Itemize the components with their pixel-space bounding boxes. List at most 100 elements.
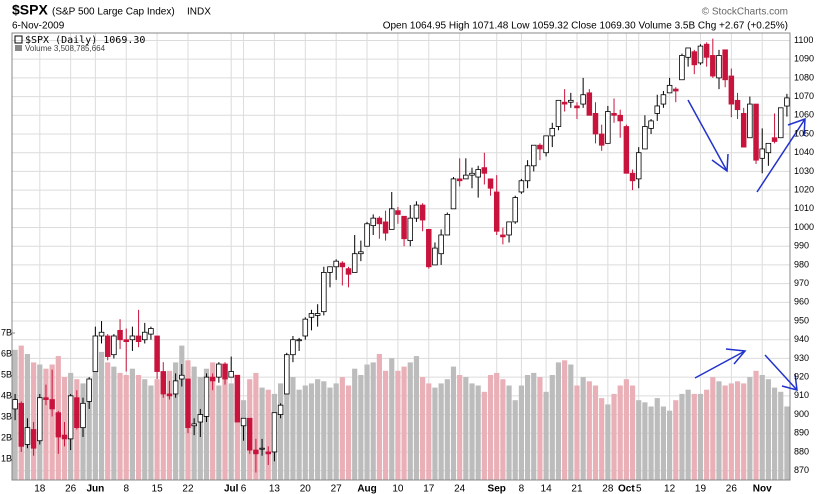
volume-bar — [407, 362, 413, 480]
x-tick-label: 22 — [182, 484, 194, 494]
volume-bar — [358, 375, 364, 480]
volume-bar — [148, 385, 154, 480]
volume-bar — [234, 387, 240, 480]
legend-volume: Volume 3,508,785,664 — [25, 44, 106, 53]
volume-bar — [382, 370, 389, 480]
y-tick-label: 990 — [794, 241, 809, 251]
candle-body — [209, 376, 216, 382]
candle-body — [160, 371, 167, 395]
volume-bar — [592, 385, 599, 480]
candle-body — [240, 417, 247, 427]
candle-body — [660, 94, 667, 105]
volume-bar — [123, 375, 129, 480]
candle-body — [104, 335, 111, 357]
legend-price: $SPX (Daily) 1069.30 — [25, 35, 145, 46]
x-tick-label: 6 — [241, 484, 247, 494]
volume-bar — [74, 379, 80, 480]
candle-body — [679, 55, 685, 81]
candle-body — [506, 221, 512, 236]
index-name: (S&P 500 Large Cap Index) — [52, 7, 175, 18]
x-tick-label: Nov — [753, 484, 772, 494]
candle-body — [228, 371, 234, 378]
candle-body — [697, 45, 704, 64]
volume-bar — [765, 379, 771, 480]
candle-body — [740, 113, 747, 148]
volume-bar — [98, 351, 105, 480]
volume-bar — [117, 372, 123, 480]
candle-body — [759, 148, 765, 159]
y-tick-label: 950 — [794, 315, 809, 325]
candle-body — [524, 165, 531, 182]
volume-bar — [636, 400, 642, 480]
candle-body — [685, 47, 691, 58]
candle-body — [271, 412, 278, 453]
volume-bar — [259, 387, 265, 480]
volume-bar — [265, 389, 271, 480]
candle-body — [80, 402, 86, 429]
x-tick-label: Aug — [357, 484, 376, 494]
volume-bar — [111, 366, 117, 480]
legend-icon — [14, 35, 23, 44]
candle-body — [351, 253, 358, 273]
volume-bar — [401, 366, 407, 480]
volume-bar — [339, 377, 345, 480]
x-tick-label: 24 — [454, 484, 466, 494]
plot — [12, 33, 790, 480]
x-tick-label: Sep — [488, 484, 506, 494]
x-tick-label: 26 — [65, 484, 77, 494]
candle-body — [716, 55, 722, 79]
volume-bar — [315, 379, 321, 480]
candle-body — [623, 126, 630, 174]
candle-body — [265, 451, 271, 455]
candle-body — [203, 376, 210, 417]
volume-bar — [166, 370, 173, 480]
volume-bar — [321, 381, 327, 480]
volume-bar — [216, 385, 222, 480]
volume-bar — [734, 381, 741, 480]
x-tick-label: 13 — [269, 484, 281, 494]
volume-bar — [389, 358, 395, 480]
candle-body — [592, 113, 599, 135]
x-tick-label: 21 — [571, 484, 583, 494]
volume-bar — [562, 360, 568, 480]
x-tick-label: 19 — [695, 484, 707, 494]
volume-bar — [296, 389, 302, 480]
y-tick-label: 900 — [794, 409, 809, 419]
candle-body — [777, 107, 784, 139]
candle-body — [469, 172, 475, 176]
candle-body — [753, 103, 759, 161]
candle-body — [710, 55, 716, 77]
candle-body — [277, 404, 284, 415]
candle-body — [426, 228, 432, 268]
volume-bar — [481, 391, 487, 480]
candle-body — [475, 169, 481, 178]
y2-tick-label: 5B — [1, 369, 12, 379]
volume-bar — [444, 379, 450, 480]
volume-bar — [623, 379, 629, 480]
candle-body — [673, 88, 679, 92]
exchange: INDX — [187, 7, 211, 18]
candle-body — [290, 339, 296, 356]
candle-body — [747, 103, 753, 139]
candle-body — [419, 204, 426, 221]
volume-bar — [574, 385, 580, 480]
volume-bar — [333, 383, 339, 480]
y-tick-label: 960 — [794, 297, 809, 307]
candle-body — [537, 144, 543, 150]
candle-body — [191, 423, 197, 427]
volume-bar — [605, 404, 611, 480]
volume-bar — [469, 383, 475, 480]
volume-bar — [179, 345, 185, 480]
candle-body — [222, 363, 228, 380]
y-tick-label: 910 — [794, 390, 809, 400]
candle-body — [586, 92, 593, 116]
y-tick-label: 1040 — [794, 147, 814, 157]
candle-body — [444, 214, 451, 236]
candle-body — [635, 152, 642, 180]
volume-bar — [679, 393, 685, 480]
volume-bar — [395, 370, 401, 480]
volume-bar — [549, 375, 555, 480]
x-tick-label: 8 — [519, 484, 525, 494]
candle-body — [605, 111, 611, 144]
